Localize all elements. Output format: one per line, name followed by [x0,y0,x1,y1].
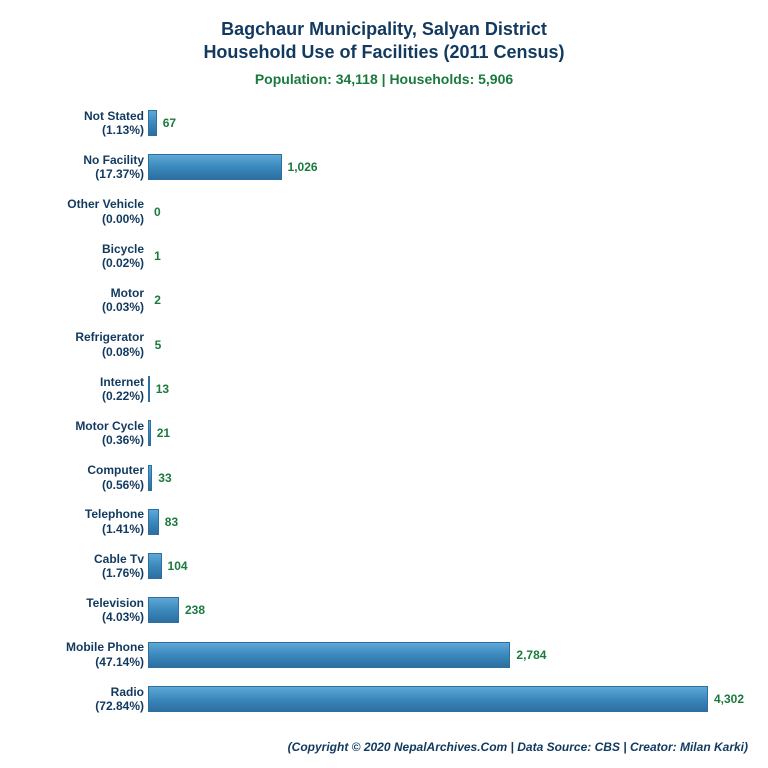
bar-label-name: No Facility [83,153,144,167]
title-block: Bagchaur Municipality, Salyan District H… [20,18,748,63]
bar-row: Motor(0.03%)2 [20,278,748,322]
bar-value: 2,784 [510,648,546,662]
bar-value: 104 [162,559,188,573]
chart-container: Bagchaur Municipality, Salyan District H… [0,0,768,768]
bar-track: 4,302 [148,686,708,712]
bar-label-name: Television [86,596,144,610]
bar-label: Cable Tv(1.76%) [94,552,148,581]
bar-row: Computer(0.56%)33 [20,455,748,499]
bar-label: Other Vehicle(0.00%) [67,197,148,226]
subtitle: Population: 34,118 | Households: 5,906 [20,71,748,87]
bar-value: 4,302 [708,692,744,706]
bar [148,686,708,712]
bar-track: 238 [148,597,179,623]
bar-row: Radio(72.84%)4,302 [20,677,748,721]
bars-area: Not Stated(1.13%)67No Facility(17.37%)1,… [20,101,748,721]
bar-label: Radio(72.84%) [95,685,148,714]
bar-value: 1,026 [282,160,318,174]
bar-track: 67 [148,110,157,136]
bar-value: 0 [148,205,161,219]
bar-track: 21 [148,420,151,446]
bar-value: 13 [150,382,169,396]
bar-track: 5 [148,332,149,358]
bar-label-name: Motor [111,286,144,300]
bar [148,509,159,535]
bar-label: Computer(0.56%) [87,463,148,492]
bar-label-pct: (0.56%) [102,478,144,492]
footnote: (Copyright © 2020 NepalArchives.Com | Da… [0,740,748,754]
bar-label-pct: (0.08%) [102,345,144,359]
bar-label: Not Stated(1.13%) [84,109,148,138]
bar-label-pct: (0.36%) [102,433,144,447]
bar-value: 5 [149,338,162,352]
bar-label-pct: (1.41%) [102,522,144,536]
bar-label: Telephone(1.41%) [85,507,148,536]
bar-row: No Facility(17.37%)1,026 [20,145,748,189]
bar-value: 2 [148,293,161,307]
bar-label: Motor Cycle(0.36%) [75,419,148,448]
bar-row: Bicycle(0.02%)1 [20,234,748,278]
bar-value: 1 [148,249,161,263]
bar-row: Telephone(1.41%)83 [20,500,748,544]
bar-track: 83 [148,509,159,535]
bar-row: Television(4.03%)238 [20,588,748,632]
bar-label-name: Not Stated [84,109,144,123]
bar-value: 33 [152,471,171,485]
bar-label: Internet(0.22%) [100,375,148,404]
bar-value: 83 [159,515,178,529]
bar-label: No Facility(17.37%) [83,153,148,182]
bar-track: 13 [148,376,150,402]
bar-label: Refrigerator(0.08%) [75,330,148,359]
bar-value: 238 [179,603,205,617]
bar-label-pct: (72.84%) [95,699,144,713]
title-line-2: Household Use of Facilities (2011 Census… [20,41,748,64]
bar-label-pct: (0.00%) [102,212,144,226]
bar-label-pct: (47.14%) [95,655,144,669]
bar-label: Mobile Phone(47.14%) [66,640,148,669]
bar-value: 67 [157,116,176,130]
bar-label-pct: (17.37%) [95,167,144,181]
bar-label-pct: (0.22%) [102,389,144,403]
bar [148,642,510,668]
title-line-1: Bagchaur Municipality, Salyan District [20,18,748,41]
bar-label-pct: (1.13%) [102,123,144,137]
bar-label-name: Internet [100,375,144,389]
bar [148,597,179,623]
bar [148,154,282,180]
bar-label-name: Cable Tv [94,552,144,566]
bar-row: Mobile Phone(47.14%)2,784 [20,633,748,677]
bar-track: 1,026 [148,154,282,180]
bar-label-name: Motor Cycle [75,419,144,433]
bar-track: 104 [148,553,162,579]
bar-label-name: Telephone [85,507,144,521]
bar-label: Motor(0.03%) [102,286,148,315]
bar-row: Other Vehicle(0.00%)0 [20,190,748,234]
bar-label-name: Bicycle [102,242,144,256]
bar-row: Motor Cycle(0.36%)21 [20,411,748,455]
bar-row: Internet(0.22%)13 [20,367,748,411]
bar-track: 33 [148,465,152,491]
bar-label-name: Other Vehicle [67,197,144,211]
bar [148,110,157,136]
bar-row: Not Stated(1.13%)67 [20,101,748,145]
bar-label-name: Refrigerator [75,330,144,344]
bar-label-name: Computer [87,463,144,477]
bar-label: Television(4.03%) [86,596,148,625]
bar-row: Cable Tv(1.76%)104 [20,544,748,588]
bar-label: Bicycle(0.02%) [102,242,148,271]
bar-label-pct: (1.76%) [102,566,144,580]
bar-track: 2,784 [148,642,510,668]
bar-value: 21 [151,426,170,440]
bar-row: Refrigerator(0.08%)5 [20,322,748,366]
bar-label-name: Mobile Phone [66,640,144,654]
bar [148,553,162,579]
bar-label-pct: (0.02%) [102,256,144,270]
bar-label-name: Radio [111,685,144,699]
bar-label-pct: (4.03%) [102,610,144,624]
bar-label-pct: (0.03%) [102,300,144,314]
